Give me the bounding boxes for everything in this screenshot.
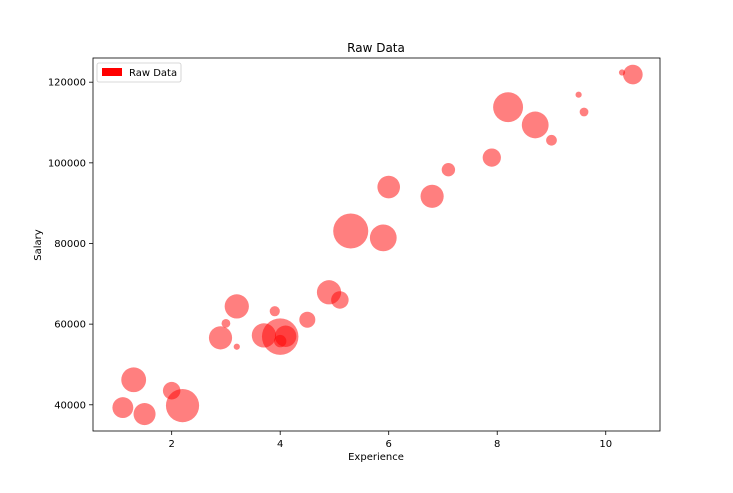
data-point: [333, 213, 369, 249]
data-point: [221, 318, 231, 328]
data-point: [331, 291, 349, 309]
data-point: [493, 92, 524, 123]
data-point: [112, 397, 134, 419]
data-point: [579, 107, 589, 117]
data-point: [233, 343, 240, 350]
plot-frame: [92, 57, 661, 432]
y-tick-label: 120000: [48, 78, 86, 89]
data-point: [377, 175, 401, 199]
data-point: [521, 111, 549, 139]
x-tick-label: 10: [599, 439, 612, 450]
y-tick-label: 40000: [54, 400, 86, 411]
legend-swatch: [102, 68, 122, 76]
x-tick-label: 4: [277, 439, 283, 450]
data-point: [121, 367, 147, 393]
points-layer: [112, 64, 643, 426]
legend: Raw Data: [96, 62, 182, 83]
data-point: [224, 294, 249, 319]
x-tick-label: 6: [386, 439, 392, 450]
data-point: [269, 306, 280, 317]
data-point: [299, 311, 316, 328]
data-point: [165, 389, 200, 423]
legend-label: Raw Data: [129, 68, 177, 79]
legend-box: [96, 62, 182, 83]
data-point: [274, 325, 297, 347]
y-tick-label: 60000: [54, 320, 86, 331]
data-point: [420, 184, 444, 208]
y-tick-label: 100000: [48, 158, 86, 169]
data-point: [208, 326, 233, 350]
y-tick-label: 80000: [54, 239, 86, 250]
data-point: [133, 403, 156, 426]
data-point: [441, 163, 456, 177]
x-tick-label: 8: [494, 439, 500, 450]
data-point: [546, 134, 557, 146]
data-point: [575, 91, 582, 98]
y-axis-label: Salary: [33, 229, 44, 260]
data-point: [623, 64, 643, 85]
chart-title: Raw Data: [347, 41, 405, 55]
ticks-layer: 2 4 6 8 10 40000 60000 80000 100000 120000: [48, 78, 612, 450]
data-point: [369, 224, 397, 252]
data-point: [482, 148, 501, 167]
x-tick-label: 2: [168, 439, 174, 450]
x-axis-label: Experience: [348, 452, 404, 463]
